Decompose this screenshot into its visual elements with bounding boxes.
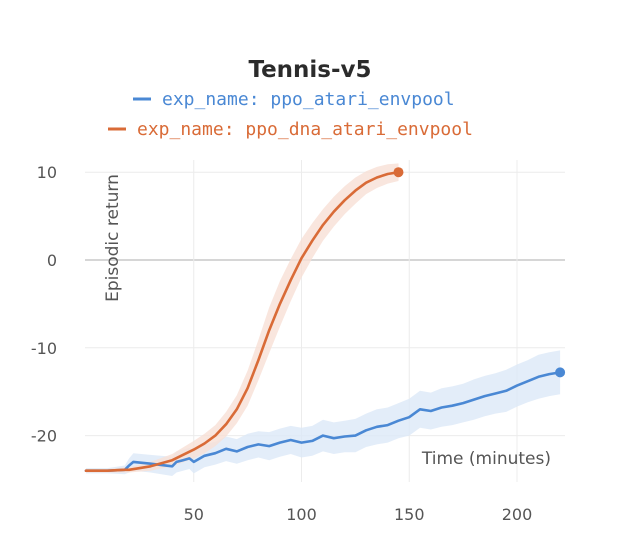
y-tick-label: 0 — [47, 251, 57, 270]
series-line-1 — [84, 170, 400, 473]
confidence-bands — [86, 163, 561, 476]
legend-label-ppo-dna-atari-envpool: exp_name: ppo_dna_atari_envpool — [137, 119, 473, 140]
legend-label-ppo-atari-envpool: exp_name: ppo_atari_envpool — [162, 89, 455, 110]
x-tick-label: 50 — [184, 505, 204, 524]
legend: exp_name: ppo_atari_envpool exp_name: pp… — [108, 89, 473, 140]
x-tick-label: 150 — [394, 505, 425, 524]
confidence-band-1 — [86, 163, 399, 473]
chart-title: Tennis-v5 — [248, 57, 371, 83]
series-lines — [84, 167, 566, 473]
x-tick-label: 200 — [502, 505, 533, 524]
y-axis-label: Episodic return — [103, 174, 123, 302]
series-end-point-1 — [393, 167, 404, 178]
y-tick-label: -10 — [31, 339, 57, 358]
x-axis-label: Time (minutes) — [421, 449, 551, 469]
series-end-point-0 — [555, 367, 566, 378]
y-tick-label: 10 — [37, 163, 57, 182]
x-tick-label: 100 — [286, 505, 317, 524]
series-line-0 — [84, 371, 562, 473]
y-tick-label: -20 — [31, 427, 57, 446]
